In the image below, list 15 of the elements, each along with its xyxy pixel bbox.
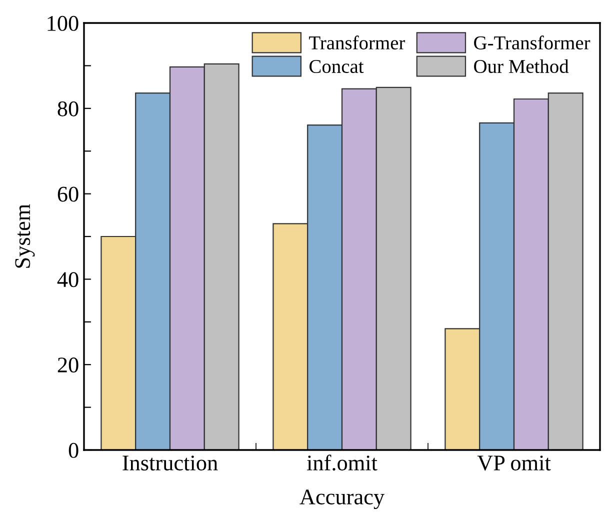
y-tick-label: 20 (58, 358, 78, 373)
y-tick-label: 100 (48, 16, 78, 31)
y-tick-label: 0 (68, 442, 78, 458)
y-tick-label: 80 (58, 101, 78, 116)
x-tick-label: Instruction (122, 456, 218, 470)
y-tick-label: 40 (57, 272, 78, 288)
x-tick-label: inf.omit (306, 454, 378, 471)
y-axis-title: System (15, 204, 35, 268)
y-tick-label: 60 (58, 186, 78, 202)
legend-label: Transformer (309, 36, 406, 50)
x-axis-title: Accuracy (300, 490, 384, 510)
legend-label: Concat (310, 60, 364, 74)
legend-label: G-Transformer (474, 36, 590, 50)
x-tick-label: VP omit (477, 456, 551, 471)
legend-label: Our Method (474, 59, 569, 74)
